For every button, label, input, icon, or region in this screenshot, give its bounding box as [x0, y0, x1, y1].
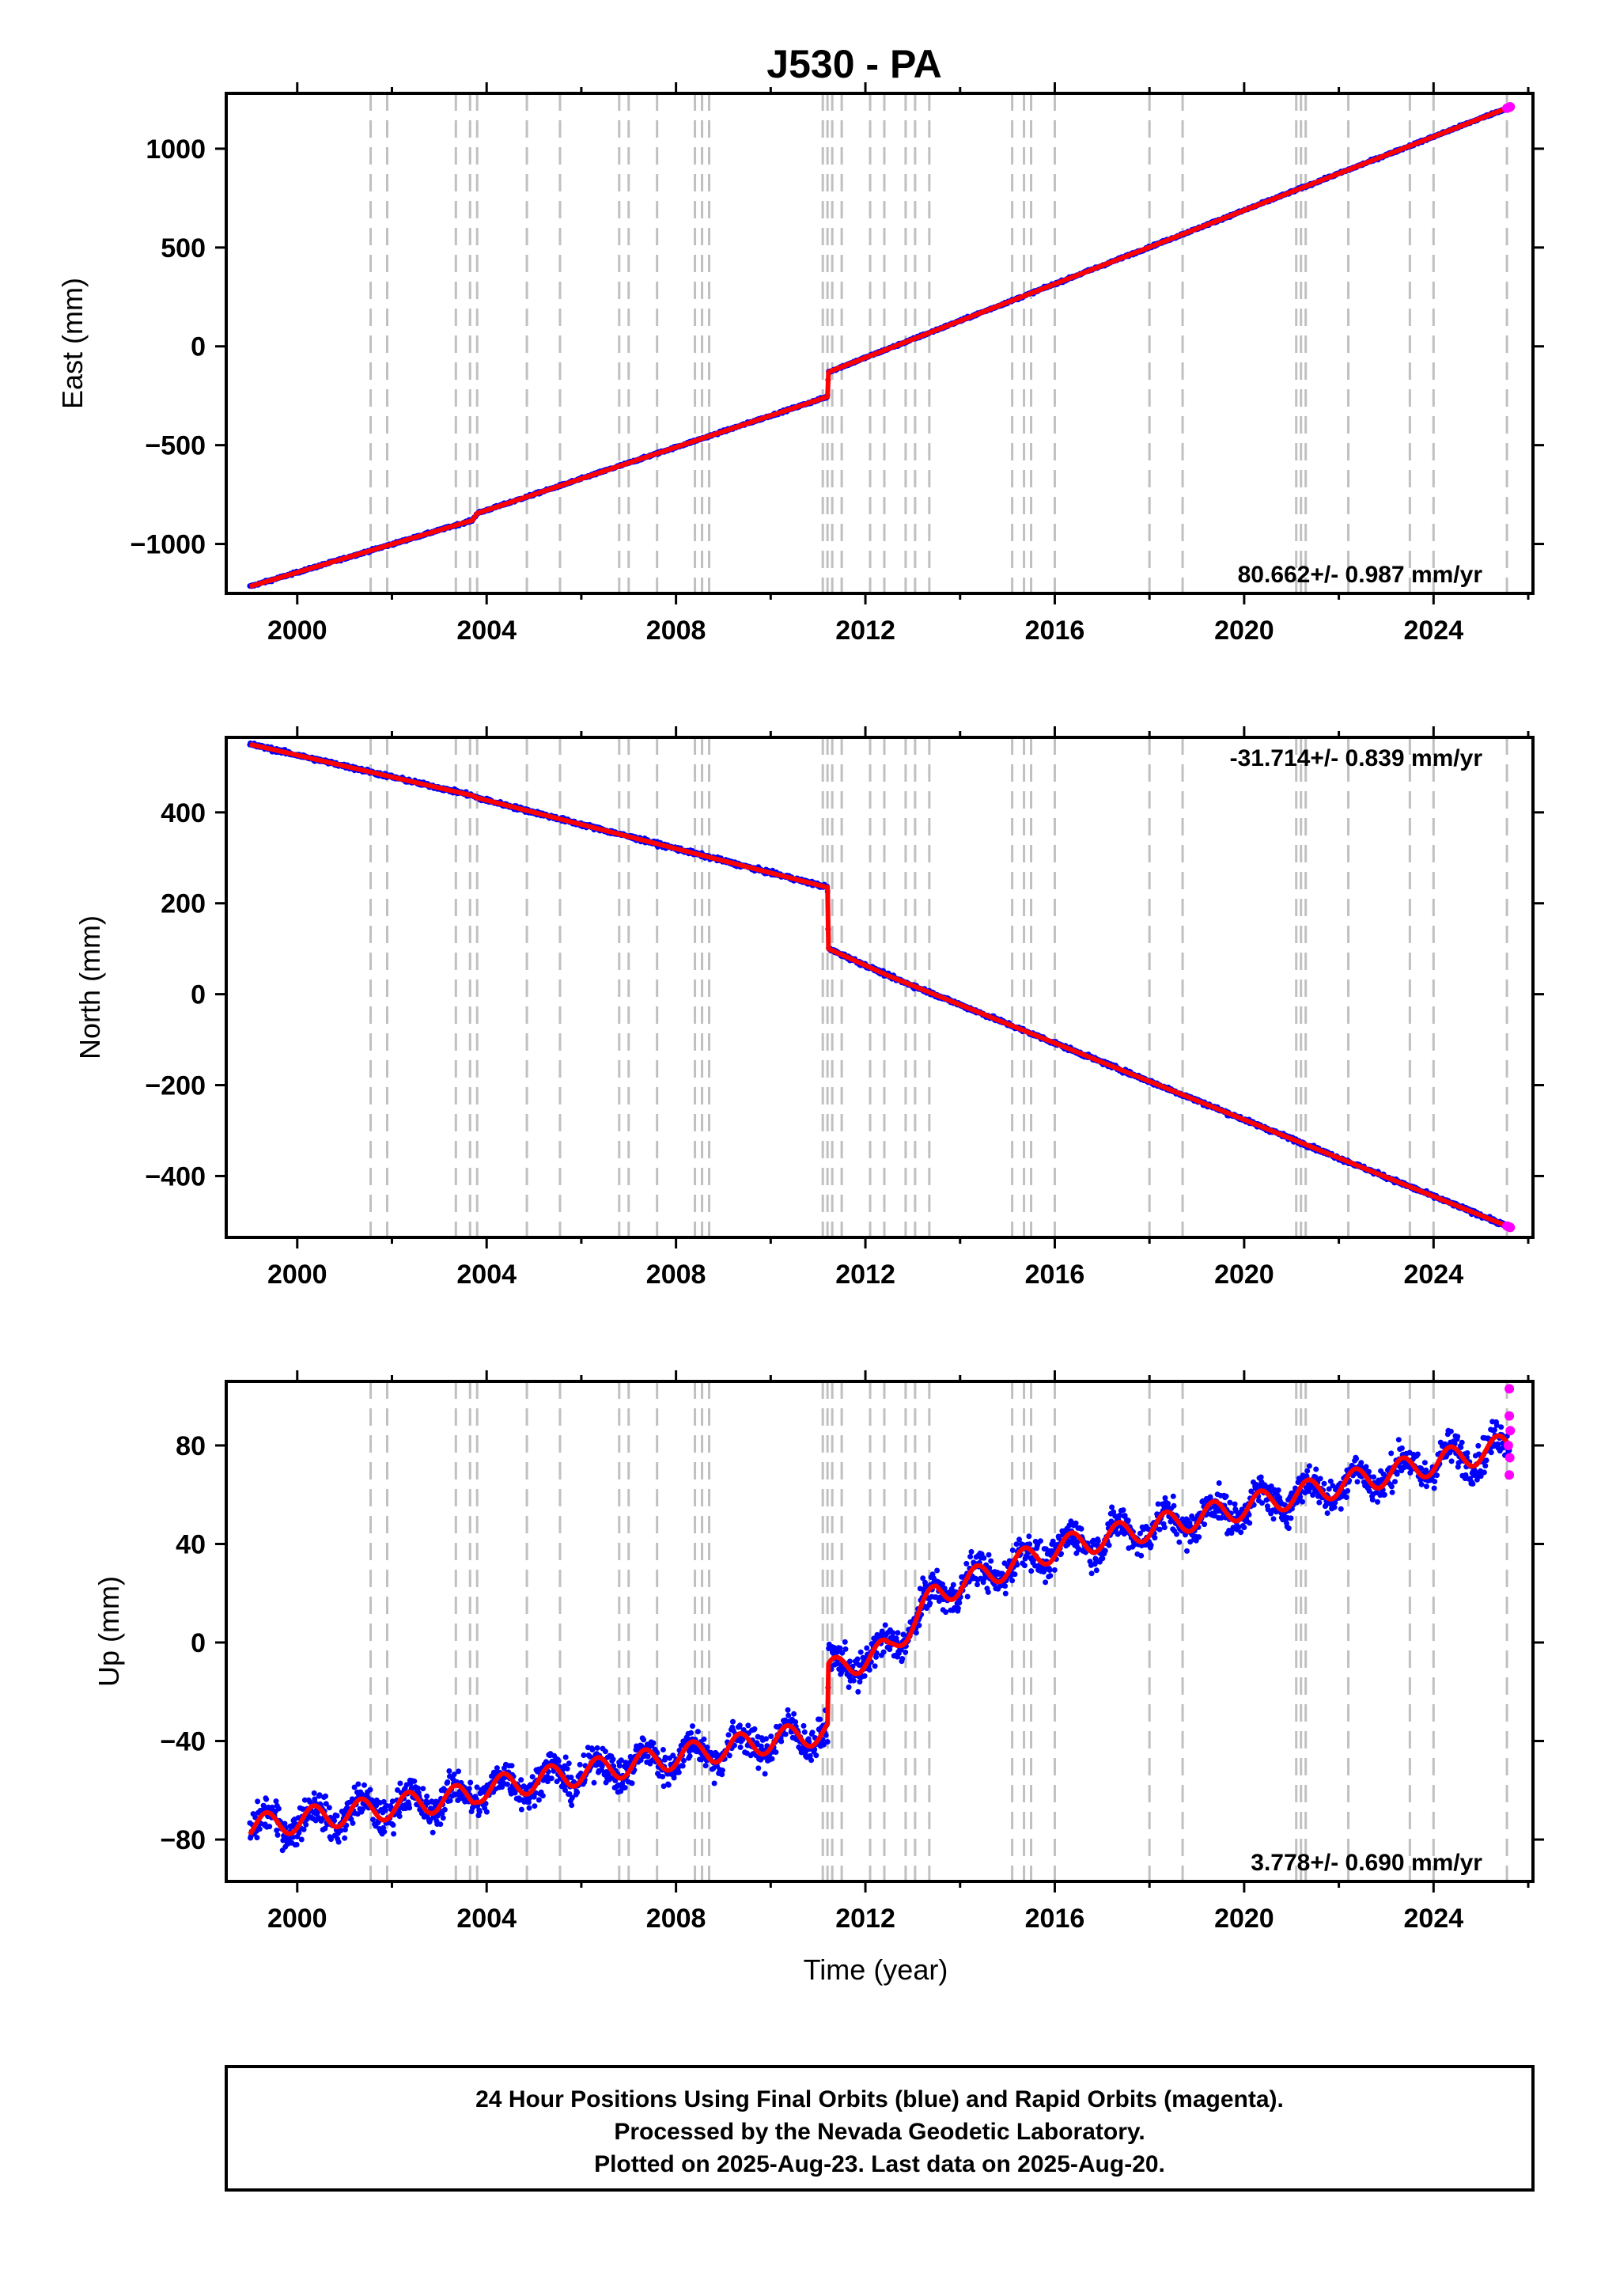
x-tick-label: 2020	[1214, 616, 1274, 646]
x-tick-label: 2004	[456, 1260, 517, 1290]
y-tick-label: −1000	[131, 530, 206, 560]
rapid-orbit-point-2	[1505, 1222, 1516, 1233]
x-axis-label: Time (year)	[804, 1953, 948, 1986]
x-tick-label: 2004	[456, 1904, 517, 1934]
x-tick-label: 2012	[835, 1260, 895, 1290]
x-tick-label: 2024	[1403, 1260, 1463, 1290]
final-orbit-points	[247, 1419, 1512, 1854]
velocity-label: -31.714+/- 0.839 mm/yr	[1230, 745, 1483, 771]
panel-frame	[225, 92, 1535, 595]
rapid-orbit-point-2	[1505, 101, 1516, 112]
figure-title: J530 - PA	[766, 42, 941, 86]
east-panel: 2000 2004 2008 2012 2016 2020 2024 1000 500 0 −500…	[56, 82, 1544, 646]
y-tick-label: −500	[145, 431, 206, 461]
y-tick-label: 40	[176, 1529, 206, 1559]
rapid-orbit-point-3	[1503, 1440, 1513, 1450]
caption-box: 24 Hour Positions Using Final Orbits (bl…	[225, 2065, 1535, 2192]
x-tick-label: 2012	[835, 616, 895, 646]
y-tick-label: 80	[176, 1431, 206, 1461]
x-tick-label: 2016	[1025, 1260, 1085, 1290]
y-tick-label: −400	[145, 1161, 206, 1192]
data-layer	[247, 740, 1516, 1233]
data-layer	[247, 101, 1516, 589]
panel-frame	[225, 736, 1535, 1239]
velocity-label: 3.778+/- 0.690 mm/yr	[1251, 1850, 1482, 1876]
x-tick-label: 2024	[1403, 616, 1463, 646]
y-tick-label: −80	[160, 1825, 206, 1855]
velocity-label: 80.662+/- 0.987 mm/yr	[1238, 562, 1483, 588]
y-tick-label: 1000	[146, 135, 206, 165]
y-tick-label: 0	[191, 1628, 206, 1658]
y-axis-label: Up (mm)	[93, 1576, 125, 1687]
final-orbit-points	[247, 104, 1512, 589]
rapid-orbit-point-1	[1504, 1411, 1515, 1421]
y-tick-label: 0	[191, 332, 206, 362]
y-axis-label: East (mm)	[56, 278, 89, 409]
rapid-orbit-point-0	[1504, 1384, 1515, 1394]
final-orbit-points	[247, 740, 1512, 1230]
x-tick-label: 2000	[267, 1260, 327, 1290]
x-tick-label: 2020	[1214, 1260, 1274, 1290]
x-tick-label: 2008	[646, 616, 706, 646]
y-tick-label: 500	[161, 233, 206, 263]
y-tick-label: −40	[160, 1727, 206, 1757]
x-tick-label: 2020	[1214, 1904, 1274, 1934]
caption-line-2: Processed by the Nevada Geodetic Laborat…	[614, 2119, 1145, 2145]
y-tick-label: 400	[161, 798, 206, 828]
model-line	[248, 1433, 1512, 1836]
x-tick-label: 2016	[1025, 616, 1085, 646]
y-tick-label: 200	[161, 889, 206, 919]
x-tick-label: 2000	[267, 1904, 327, 1934]
rapid-orbit-point-2	[1505, 1426, 1516, 1436]
caption-line-3: Plotted on 2025-Aug-23. Last data on 202…	[594, 2151, 1165, 2177]
x-tick-label: 2000	[267, 616, 327, 646]
y-axis-label: North (mm)	[74, 915, 106, 1059]
data-layer	[247, 1384, 1516, 1854]
rapid-orbit-point-4	[1504, 1453, 1515, 1463]
x-tick-label: 2008	[646, 1904, 706, 1934]
x-tick-label: 2012	[835, 1904, 895, 1934]
x-tick-label: 2008	[646, 1260, 706, 1290]
y-tick-label: −200	[145, 1071, 206, 1101]
x-tick-label: 2016	[1025, 1904, 1085, 1934]
x-tick-label: 2024	[1403, 1904, 1463, 1934]
y-tick-label: 0	[191, 980, 206, 1010]
model-line	[248, 104, 1512, 589]
x-tick-label: 2004	[456, 616, 517, 646]
rapid-orbit-point-5	[1504, 1470, 1515, 1480]
panel-frame	[225, 1380, 1535, 1883]
up-panel: 2000 2004 2008 2012 2016 2020 2024 80 40 0 −40 −80 U…	[93, 1370, 1544, 1934]
caption-line-1: 24 Hour Positions Using Final Orbits (bl…	[475, 2086, 1284, 2112]
north-panel: 2000 2004 2008 2012 2016 2020 20244002000−200−…	[74, 726, 1544, 1290]
model-line	[248, 741, 1512, 1229]
